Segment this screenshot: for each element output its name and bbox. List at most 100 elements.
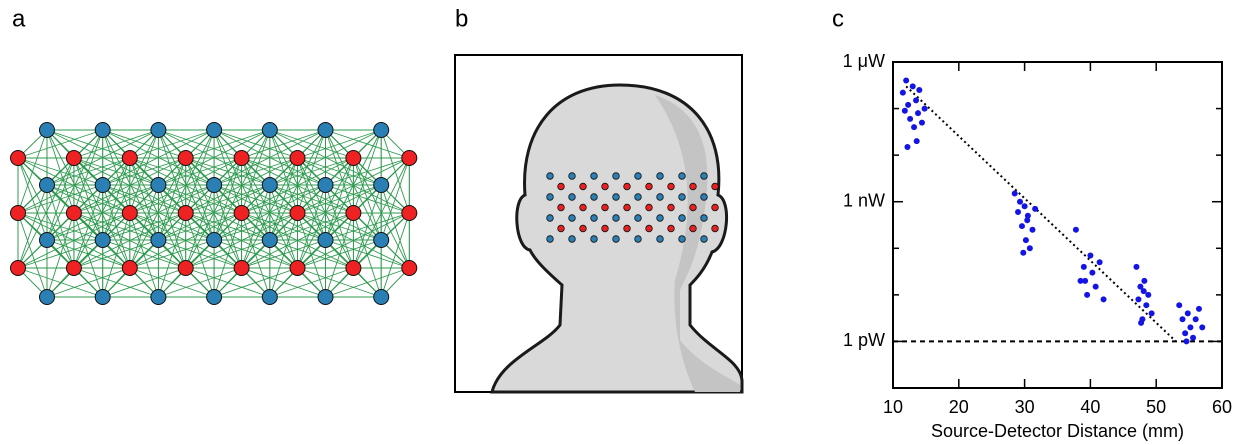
edge [17, 157, 130, 214]
edge [129, 267, 215, 298]
electrode [590, 172, 598, 180]
edge [297, 212, 410, 269]
edge [352, 212, 382, 298]
electrode [568, 235, 576, 243]
x-tick-label: 20 [949, 397, 969, 417]
node [94, 232, 111, 248]
edge [380, 212, 410, 298]
point [899, 89, 906, 96]
electrode [656, 172, 664, 180]
point [1024, 217, 1031, 224]
point [913, 97, 920, 104]
edge [102, 129, 215, 186]
point [903, 77, 910, 84]
point [1072, 226, 1079, 233]
point [1145, 291, 1152, 298]
edge [129, 212, 159, 298]
edge [297, 129, 382, 159]
point [1184, 310, 1191, 317]
node [261, 289, 278, 305]
edge [17, 129, 103, 159]
node [317, 122, 334, 138]
network-diagram [10, 122, 418, 305]
node [345, 150, 362, 166]
node [317, 289, 334, 305]
edge [73, 212, 104, 298]
node [401, 150, 418, 166]
edge [73, 129, 159, 159]
y-tick-label: 1 μW [843, 51, 885, 71]
fit-line [905, 85, 1177, 343]
point [1176, 302, 1183, 309]
electrode [612, 193, 620, 201]
electrode [546, 235, 554, 243]
node [121, 205, 138, 221]
point [911, 124, 918, 131]
point [1015, 209, 1022, 216]
electrode [601, 203, 609, 212]
point [1143, 302, 1150, 309]
electrode [579, 182, 587, 191]
point [1092, 283, 1099, 290]
node [233, 150, 250, 166]
node [345, 205, 362, 221]
node [121, 260, 138, 276]
node [177, 260, 194, 276]
node [65, 260, 82, 276]
point [921, 105, 928, 112]
node [373, 177, 390, 193]
electrode [678, 172, 686, 180]
point [1187, 324, 1194, 331]
electrode [678, 235, 686, 243]
electrode [623, 182, 631, 191]
x-tick-label: 10 [883, 397, 903, 417]
node [289, 260, 306, 276]
node [39, 177, 55, 193]
point [1080, 263, 1087, 270]
point [913, 138, 920, 145]
electrode [634, 172, 642, 180]
electrode [700, 235, 708, 243]
edge [185, 267, 270, 298]
point [1137, 283, 1144, 290]
electrode [546, 193, 554, 201]
point [1087, 252, 1094, 259]
point [1096, 259, 1103, 266]
point [915, 110, 922, 117]
node [373, 232, 390, 248]
electrode [656, 214, 664, 222]
electrode [557, 182, 565, 191]
electrode [546, 214, 554, 222]
electrode [623, 224, 631, 233]
x-tick-label: 50 [1146, 397, 1166, 417]
electrode [656, 235, 664, 243]
point [1192, 316, 1199, 323]
electrode [667, 203, 675, 212]
node [289, 150, 306, 166]
edge [17, 212, 48, 298]
point [1024, 212, 1031, 219]
electrode [590, 235, 598, 243]
electrode [557, 203, 565, 212]
edge [241, 157, 354, 214]
electrode [645, 182, 653, 191]
node [317, 232, 334, 248]
node [401, 205, 418, 221]
electrode [634, 235, 642, 243]
edge [297, 212, 326, 298]
shade [655, 95, 740, 392]
edge [17, 267, 103, 298]
edge [297, 157, 410, 214]
point [1032, 205, 1039, 212]
edge [46, 184, 159, 241]
point [1100, 296, 1107, 303]
point [1135, 296, 1142, 303]
electrode [634, 193, 642, 201]
edge [241, 212, 271, 298]
electrode [612, 235, 620, 243]
point [1190, 334, 1197, 341]
electrode [645, 203, 653, 212]
point [1011, 190, 1018, 197]
point [1179, 316, 1186, 323]
